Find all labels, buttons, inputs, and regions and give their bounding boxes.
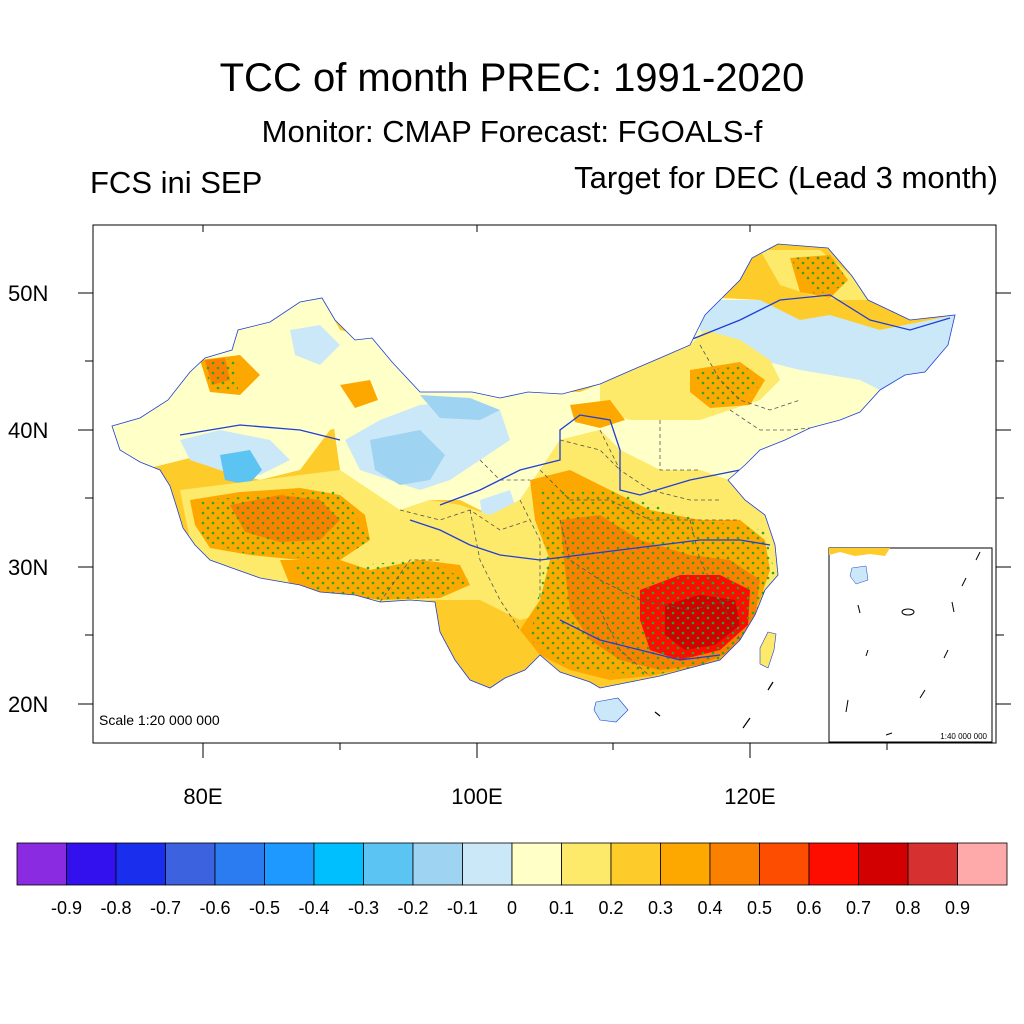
colorbar-label: -0.1: [447, 898, 478, 918]
colorbar-label: -0.4: [298, 898, 329, 918]
chart-subtitle: Monitor: CMAP Forecast: FGOALS-f: [261, 114, 763, 149]
south-china-sea-dashes: [654, 681, 774, 729]
china-outline: [111, 243, 956, 689]
colorbar-label: -0.3: [348, 898, 379, 918]
colorbar-swatch: [214, 842, 265, 886]
colorbar: [16, 842, 1008, 886]
colorbar-swatch: [709, 842, 760, 886]
colorbar-swatch: [313, 842, 364, 886]
colorbar-label: 0.2: [598, 898, 623, 918]
colorbar-swatch: [363, 842, 414, 886]
colorbar-label: 0.7: [846, 898, 871, 918]
colorbar-labels: -0.9 -0.8 -0.7 -0.6 -0.5 -0.4 -0.3 -0.2 -0.1 0 0.1…: [51, 898, 970, 918]
lat-label-30n: 30N: [8, 555, 48, 580]
colorbar-label: -0.6: [199, 898, 230, 918]
init-label: FCS ini SEP: [90, 165, 263, 200]
colorbar-label: 0.1: [549, 898, 574, 918]
lat-label-20n: 20N: [8, 692, 48, 717]
colorbar-swatch: [610, 842, 661, 886]
hainan-island: [593, 697, 629, 723]
colorbar-swatch: [115, 842, 166, 886]
taiwan-island: [759, 631, 777, 669]
colorbar-label: -0.8: [100, 898, 131, 918]
colorbar-label: 0.6: [796, 898, 821, 918]
lon-label-120e: 120E: [724, 784, 775, 809]
colorbar-swatch: [907, 842, 958, 886]
colorbar-swatch: [808, 842, 859, 886]
colorbar-swatch: [412, 842, 463, 886]
colorbar-swatch: [858, 842, 909, 886]
colorbar-swatch: [264, 842, 315, 886]
colorbar-swatch: [561, 842, 612, 886]
colorbar-swatch: [66, 842, 117, 886]
colorbar-label: 0.3: [648, 898, 673, 918]
colorbar-swatch: [462, 842, 513, 886]
colorbar-label: -0.5: [249, 898, 280, 918]
axis-ticks: [78, 225, 1011, 758]
lon-label-80e: 80E: [183, 784, 222, 809]
colorbar-swatch: [957, 842, 1008, 886]
colorbar-label: 0: [507, 898, 517, 918]
colorbar-swatch: [16, 842, 67, 886]
colorbar-label: 0.4: [697, 898, 722, 918]
colorbar-label: 0.5: [747, 898, 772, 918]
colorbar-label: 0.9: [945, 898, 970, 918]
lat-label-50n: 50N: [8, 281, 48, 306]
scale-label-main: Scale 1:20 000 000: [99, 712, 220, 728]
target-label: Target for DEC (Lead 3 month): [574, 160, 998, 195]
scale-label-inset: 1:40 000 000: [940, 732, 987, 741]
colorbar-swatch: [660, 842, 711, 886]
colorbar-swatch: [759, 842, 810, 886]
lon-label-100e: 100E: [451, 784, 502, 809]
colorbar-label: -0.2: [397, 898, 428, 918]
colorbar-swatch: [165, 842, 216, 886]
colorbar-label: 0.8: [895, 898, 920, 918]
colorbar-label: -0.9: [51, 898, 82, 918]
chart-title: TCC of month PREC: 1991-2020: [219, 56, 805, 100]
colorbar-label: -0.7: [150, 898, 181, 918]
colorbar-swatch: [511, 842, 562, 886]
lat-label-40n: 40N: [8, 418, 48, 443]
